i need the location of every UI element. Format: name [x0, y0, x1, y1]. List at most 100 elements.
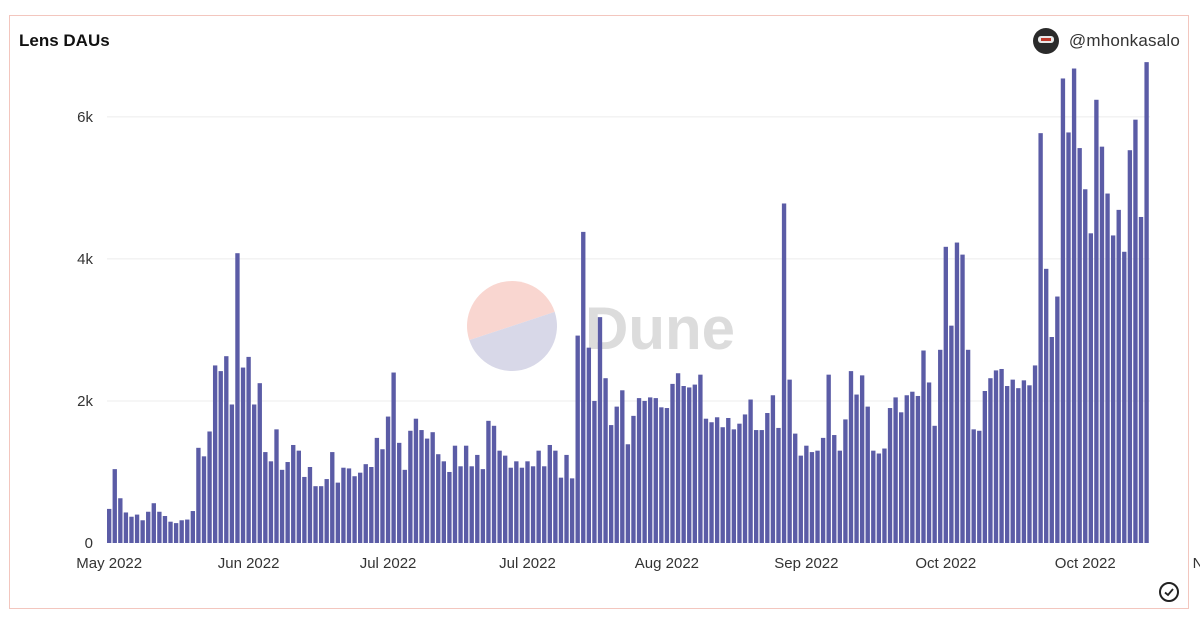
bar [201, 456, 207, 543]
y-tick-label: 4k [77, 251, 93, 268]
x-tick-label: Oct 2022 [915, 555, 976, 572]
bar [859, 375, 865, 543]
bar [469, 466, 474, 543]
y-tick-label: 2k [77, 393, 93, 410]
bar [363, 464, 368, 543]
bar [1138, 216, 1144, 543]
bar [318, 486, 324, 543]
bar [196, 447, 201, 543]
bar [542, 466, 547, 543]
y-axis-ticks: 0 2k 4k 6k [77, 109, 93, 552]
bar [965, 349, 971, 543]
bar [837, 450, 843, 543]
bar [1010, 379, 1015, 543]
author-name[interactable]: @mhonkasalo [1068, 31, 1180, 50]
bar [179, 520, 184, 543]
bar [352, 476, 357, 543]
bar [926, 382, 932, 543]
bar [1133, 119, 1138, 543]
check-circle-icon[interactable] [1159, 582, 1179, 602]
bar [146, 511, 151, 543]
bar [246, 356, 251, 543]
bar [603, 378, 608, 543]
bar [703, 418, 709, 543]
bar [597, 317, 603, 543]
bar [1099, 146, 1105, 543]
bar [151, 503, 156, 543]
bar [993, 370, 999, 543]
bar [664, 408, 670, 543]
bar [887, 408, 893, 543]
bar [1116, 209, 1121, 543]
bar [1032, 365, 1038, 543]
bar [1066, 132, 1071, 543]
bar [447, 471, 452, 543]
bar [1083, 189, 1088, 543]
bar [218, 371, 223, 543]
bar [268, 461, 274, 543]
bar [458, 466, 463, 543]
bar [726, 417, 731, 543]
bar [341, 467, 346, 543]
bar [742, 414, 748, 543]
bar [915, 395, 921, 543]
bar [430, 432, 435, 543]
bar [575, 335, 580, 543]
bar [826, 374, 831, 543]
bar [681, 386, 686, 543]
bar [787, 379, 792, 543]
y-tick-label: 0 [85, 535, 93, 552]
bar [648, 397, 653, 543]
bar [307, 467, 313, 543]
bar [291, 444, 296, 543]
bar [240, 367, 246, 543]
bar [324, 479, 329, 543]
bar [675, 373, 681, 543]
bar [452, 445, 458, 543]
bar [899, 412, 904, 543]
bar [904, 395, 909, 543]
bar [519, 467, 525, 543]
bar [770, 395, 776, 543]
bar [397, 442, 402, 543]
x-axis-ticks: May 2022 Jun 2022 Jul 2022 Jul 2022 Aug 2022… [76, 555, 1200, 572]
bar [123, 512, 129, 543]
bar [285, 462, 290, 543]
bar [1004, 386, 1010, 543]
bar [954, 242, 960, 544]
bar [157, 511, 162, 543]
bar [313, 486, 318, 543]
bar [480, 469, 486, 543]
bar [503, 455, 508, 543]
bar [620, 390, 625, 543]
x-tick-label: Nov 2022 [1193, 555, 1200, 572]
bar [330, 452, 335, 543]
bar [212, 365, 218, 543]
bar [625, 444, 631, 543]
bar [586, 347, 592, 543]
dune-watermark: Dune [467, 281, 735, 371]
x-tick-label: Jul 2022 [499, 555, 556, 572]
bar [486, 420, 491, 543]
x-tick-label: Aug 2022 [635, 555, 699, 572]
bar [1094, 99, 1099, 543]
bar [759, 430, 764, 543]
y-tick-label: 6k [77, 109, 93, 126]
bar [938, 349, 943, 543]
bar [1021, 380, 1027, 543]
bar [854, 394, 859, 543]
bar [162, 516, 168, 543]
bar [441, 461, 446, 543]
author-badge[interactable]: @mhonkasalo [1032, 28, 1180, 54]
bar [380, 449, 385, 543]
bar [1088, 233, 1093, 543]
bar [581, 231, 586, 543]
bar [815, 450, 820, 543]
chart-title: Lens DAUs [19, 31, 110, 50]
bar [1071, 68, 1077, 544]
bar [1105, 193, 1110, 544]
bar [988, 378, 993, 543]
bar [631, 415, 636, 543]
bar [173, 523, 179, 543]
bar [720, 427, 725, 543]
